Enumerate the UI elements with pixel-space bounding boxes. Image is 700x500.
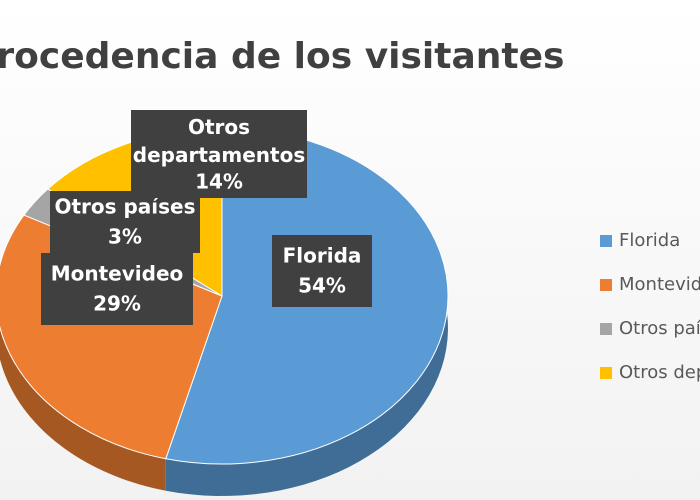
label-box	[41, 253, 193, 325]
data-label-value: 14%	[195, 170, 243, 194]
data-label-value: 54%	[298, 274, 346, 298]
label-box	[50, 191, 200, 253]
legend-label: Otros departamentos	[619, 362, 700, 383]
legend-label: Montevideo	[619, 274, 700, 295]
data-label-name: Florida	[283, 244, 362, 268]
label-box	[131, 110, 307, 198]
legend-swatch	[600, 323, 612, 335]
legend-label: Florida	[619, 230, 680, 251]
legend-swatch	[600, 367, 612, 379]
data-label-name: Otros departamentos	[133, 115, 305, 167]
data-label-name: Montevideo	[51, 262, 184, 286]
data-label-name-line: Otros	[188, 115, 250, 139]
label-box	[272, 235, 372, 307]
data-label-value: 29%	[93, 292, 141, 316]
legend-swatch	[600, 279, 612, 291]
chart-title: Procedencia de los visitantes	[0, 36, 564, 77]
data-label-name: Otros países	[54, 195, 195, 219]
data-label-value: 3%	[108, 225, 142, 249]
legend-swatch	[600, 235, 612, 247]
data-label-name-line: departamentos	[133, 143, 305, 167]
slice-side	[0, 215, 166, 491]
legend-label: Otros países	[619, 318, 700, 339]
